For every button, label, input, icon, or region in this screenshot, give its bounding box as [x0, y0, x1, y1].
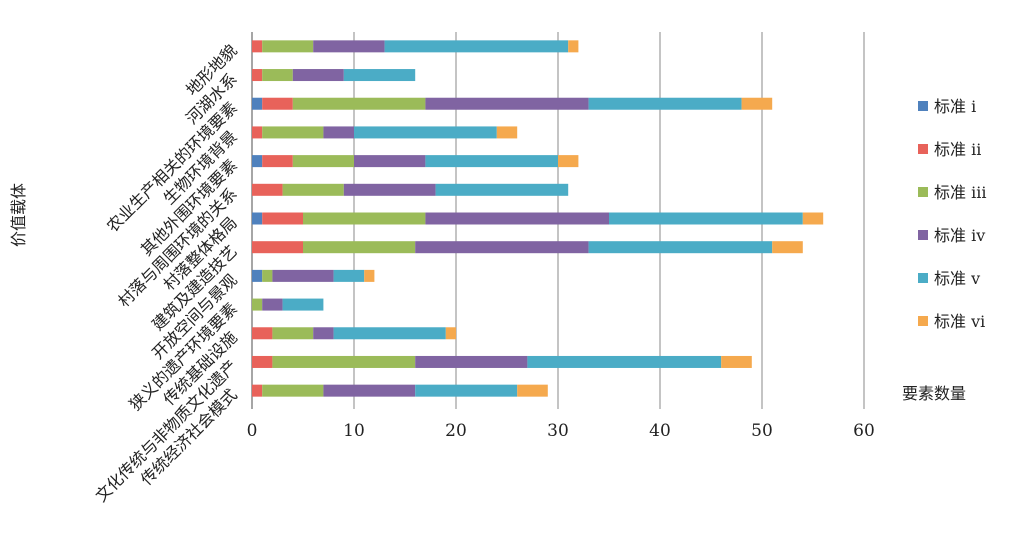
- bar-segment: [252, 97, 263, 110]
- bar-segment: [313, 327, 334, 340]
- bar-segment: [384, 40, 569, 53]
- bar-segment: [333, 327, 446, 340]
- x-tick-label: 0: [247, 421, 258, 441]
- bar-segment: [588, 97, 742, 110]
- x-tick-label: 40: [649, 421, 671, 441]
- x-axis-title: 要素数量: [902, 384, 966, 403]
- legend-label: 标准 iv: [934, 226, 985, 245]
- bar-segment: [282, 183, 344, 196]
- bar-segment: [252, 355, 273, 368]
- legend-swatch: [918, 230, 928, 240]
- bar-segment: [272, 327, 314, 340]
- bar-segment: [272, 269, 334, 282]
- x-tick-label: 60: [853, 421, 875, 441]
- bar-segment: [252, 40, 263, 53]
- bar-segment: [609, 212, 803, 225]
- bar-segment: [252, 384, 263, 397]
- x-tick-label: 30: [547, 421, 569, 441]
- bar-segment: [262, 298, 283, 311]
- bar-segment: [252, 241, 303, 254]
- bar-segment: [568, 40, 579, 53]
- bar-segment: [415, 355, 528, 368]
- x-tick-label: 20: [445, 421, 467, 441]
- bar-segment: [415, 241, 589, 254]
- bar-segment: [262, 212, 303, 225]
- legend-swatch: [918, 101, 928, 111]
- category-labels: 地形地貌河湖水系农业生产相关的环境要素生物环境背景其他外围环境要素村落与周围环境…: [92, 41, 241, 506]
- bar-segment: [425, 97, 589, 110]
- legend-label: 标准 iii: [934, 183, 986, 202]
- bar-segment: [496, 126, 518, 139]
- bar-segment: [772, 241, 803, 254]
- bar-segment: [445, 327, 456, 340]
- bar-segment: [802, 212, 824, 225]
- legend-swatch: [918, 273, 928, 283]
- bar-segment: [282, 298, 324, 311]
- bar-segment: [262, 40, 314, 53]
- bar-segment: [333, 269, 365, 282]
- bar-segment: [262, 69, 293, 82]
- bar-segment: [262, 384, 324, 397]
- bar-segment: [292, 155, 354, 168]
- bar-segment: [343, 69, 416, 82]
- bar-segment: [272, 355, 416, 368]
- bar-segment: [517, 384, 548, 397]
- x-tick-label: 50: [751, 421, 773, 441]
- bar-segment: [303, 212, 426, 225]
- bar-segment: [721, 355, 752, 368]
- bar-segment: [252, 269, 263, 282]
- x-tick-label: 10: [343, 421, 365, 441]
- bar-segment: [527, 355, 722, 368]
- bar-segment: [323, 384, 416, 397]
- legend-label: 标准 i: [934, 97, 976, 116]
- x-axis-ticks: 0 10 20 30 40 50 60: [247, 421, 875, 441]
- bar-segment: [364, 269, 375, 282]
- bar-segment: [425, 212, 609, 225]
- bar-segment: [343, 183, 436, 196]
- bar-segment: [354, 155, 426, 168]
- bar-segment: [262, 126, 324, 139]
- legend-swatch: [918, 316, 928, 326]
- legend-label: 标准 vi: [934, 312, 985, 331]
- legend-label: 标准 ii: [934, 140, 981, 159]
- legend: 标准 i 标准 ii 标准 iii 标准 iv 标准 v 标准 vi: [918, 97, 986, 331]
- bar-segment: [741, 97, 773, 110]
- bar-segment: [252, 327, 273, 340]
- bar-segment: [252, 69, 263, 82]
- bar-segment: [415, 384, 518, 397]
- bar-segment: [425, 155, 558, 168]
- bar-segment: [354, 126, 497, 139]
- bar-segment: [252, 155, 263, 168]
- legend-swatch: [918, 144, 928, 154]
- y-axis-title: 价值载体: [9, 183, 28, 247]
- bar-segment: [323, 126, 354, 139]
- legend-label: 标准 v: [934, 269, 980, 288]
- bar-segment: [313, 40, 385, 53]
- bar-segment: [303, 241, 416, 254]
- bar-segment: [252, 126, 263, 139]
- bars: [252, 40, 824, 397]
- bar-segment: [292, 97, 426, 110]
- legend-swatch: [918, 187, 928, 197]
- bar-segment: [252, 183, 283, 196]
- bar-segment: [262, 97, 293, 110]
- bar-segment: [588, 241, 773, 254]
- bar-segment: [262, 155, 293, 168]
- bar-segment: [262, 269, 273, 282]
- bar-segment: [292, 69, 344, 82]
- bar-segment: [252, 298, 263, 311]
- bar-segment: [558, 155, 579, 168]
- bar-segment: [435, 183, 569, 196]
- bar-segment: [252, 212, 263, 225]
